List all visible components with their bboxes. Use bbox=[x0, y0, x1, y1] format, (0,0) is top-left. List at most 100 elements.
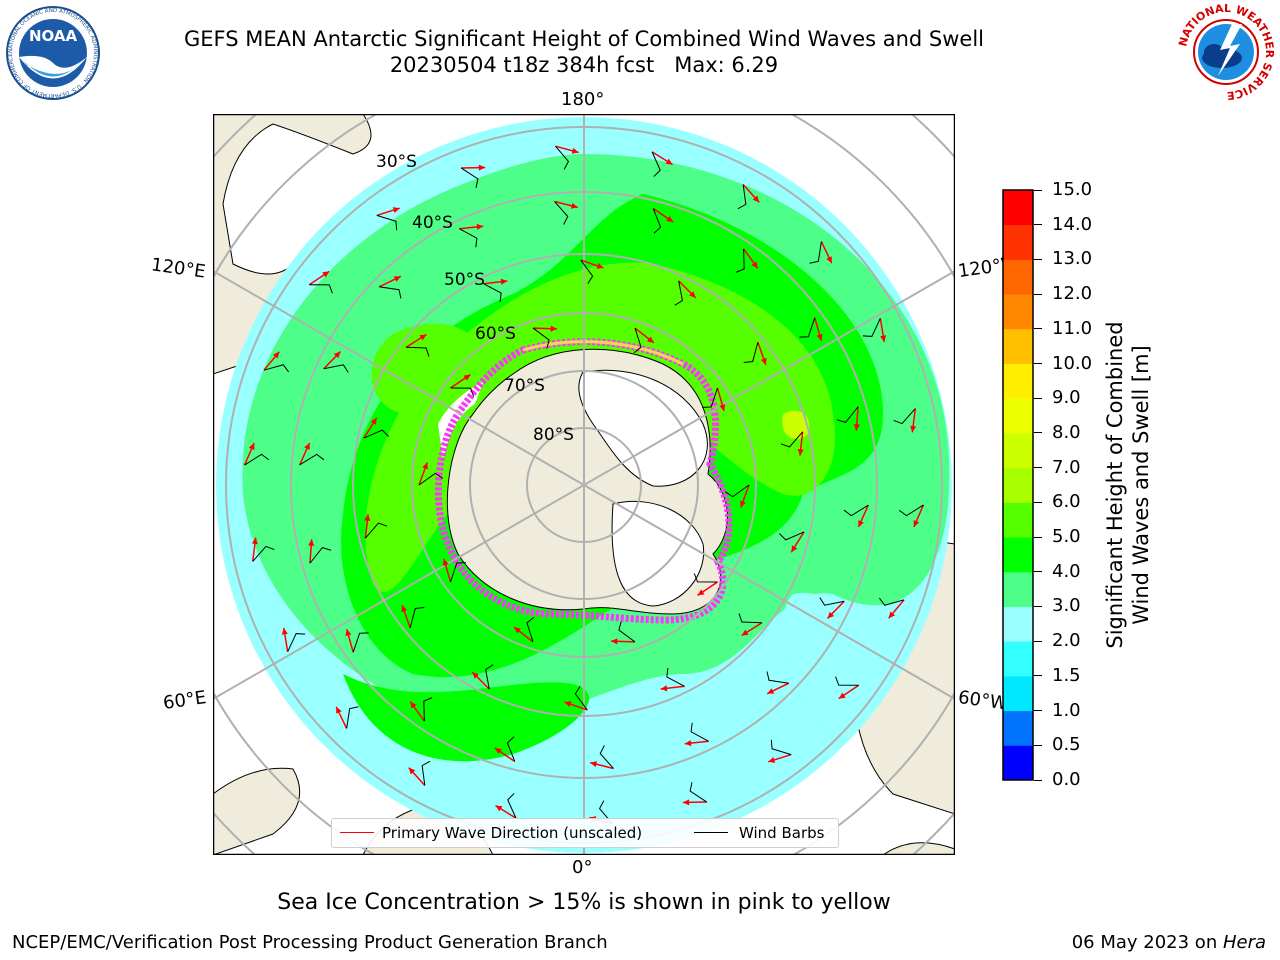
colorbar-tick-mark bbox=[1034, 432, 1042, 434]
wind-barb bbox=[363, 429, 389, 439]
colorbar-tick-label: 2.0 bbox=[1052, 630, 1081, 652]
legend-swatch-wave-direction bbox=[340, 832, 374, 833]
colorbar-tick-mark bbox=[1034, 675, 1042, 677]
wave-arrow-head bbox=[410, 701, 417, 709]
map-legend: Primary Wave Direction (unscaled) Wind B… bbox=[331, 818, 839, 848]
graticule bbox=[213, 114, 955, 855]
wave-arrow-head bbox=[370, 417, 377, 425]
wind-barb bbox=[743, 342, 759, 363]
colorbar-tick-label: 5.0 bbox=[1052, 526, 1081, 548]
colorbar-tick-mark bbox=[1034, 605, 1042, 607]
colorbar-label: Significant Height of Combined Wind Wave… bbox=[1102, 295, 1154, 675]
legend-label-wind-barbs: Wind Barbs bbox=[739, 824, 825, 842]
wave-arrow-head bbox=[697, 589, 705, 596]
noaa-logo-icon: NOAA NATIONAL OCEANIC AND ATMOSPHERIC AD… bbox=[6, 6, 100, 100]
wind-barb bbox=[862, 318, 881, 337]
wind-barb bbox=[819, 597, 845, 606]
colorbar-tick-label: 11.0 bbox=[1052, 317, 1093, 339]
wind-barb bbox=[526, 616, 535, 643]
wave-arrow-head bbox=[571, 147, 579, 154]
antarctica bbox=[438, 348, 728, 615]
wave-arrow-head bbox=[767, 688, 775, 694]
wind-barb bbox=[450, 562, 466, 583]
wind-barb bbox=[423, 697, 433, 722]
lon-label-60e: 60°E bbox=[161, 687, 208, 714]
wave-arrow-head bbox=[514, 627, 521, 634]
wave-arrow-head bbox=[816, 333, 823, 341]
noaa-logo-text: NOAA bbox=[29, 27, 78, 45]
colorbar-segment bbox=[1003, 606, 1033, 642]
wind-barb bbox=[555, 145, 570, 170]
lat-label-40s: 40°S bbox=[412, 213, 453, 233]
lat-label-50s: 50°S bbox=[444, 270, 485, 290]
wind-barb bbox=[309, 284, 333, 294]
wind-barb bbox=[554, 201, 569, 225]
wind-barb bbox=[666, 667, 685, 687]
colorbar-segment bbox=[1003, 467, 1033, 503]
wave-arrow-head bbox=[494, 747, 502, 755]
wave-arrow-head bbox=[463, 374, 471, 381]
colorbar-segment bbox=[1003, 710, 1033, 746]
wind-barb bbox=[893, 408, 916, 425]
wave-arrow-head bbox=[853, 424, 860, 431]
footer-host: Hera bbox=[1222, 932, 1266, 953]
wave-arrow-head bbox=[392, 207, 400, 213]
wave-arrow-head bbox=[751, 261, 758, 269]
wave-arrow-head bbox=[401, 605, 408, 613]
wind-barb bbox=[780, 431, 803, 448]
colorbar-tick-mark bbox=[1034, 571, 1042, 573]
wave-arrow-head bbox=[393, 276, 401, 282]
wave-arrow-head bbox=[472, 672, 479, 679]
wind-barb bbox=[418, 472, 444, 486]
wave-arrow-head bbox=[768, 757, 776, 763]
colorbar-segment bbox=[1003, 224, 1033, 260]
colorbar-segment bbox=[1003, 363, 1033, 399]
wave-arrow-head bbox=[838, 692, 846, 699]
wind-barb bbox=[365, 522, 388, 539]
lat-label-80s: 80°S bbox=[533, 425, 574, 445]
wave-arrow-head bbox=[647, 336, 654, 343]
wave-arrow-head bbox=[308, 539, 315, 546]
colorbar-segment bbox=[1003, 432, 1033, 469]
wave-arrow-head bbox=[336, 706, 342, 714]
plot-title: GEFS MEAN Antarctic Significant Height o… bbox=[183, 27, 985, 51]
colorbar-tick-label: 1.0 bbox=[1052, 699, 1081, 721]
wind-barb bbox=[379, 286, 402, 299]
colorbar-segment bbox=[1003, 328, 1033, 365]
colorbar-segment bbox=[1003, 675, 1033, 712]
colorbar-tick-label: 0.0 bbox=[1052, 769, 1081, 790]
wave-arrow-head bbox=[684, 740, 692, 747]
wave-arrow-head bbox=[251, 537, 258, 545]
wind-barb bbox=[693, 573, 718, 583]
lon-label-0: 0° bbox=[572, 857, 593, 878]
wave-arrow-head bbox=[272, 351, 280, 359]
wave-arrow-head bbox=[550, 325, 557, 332]
wind-barb bbox=[738, 613, 762, 624]
colorbar-tick-mark bbox=[1034, 224, 1042, 226]
wind-barb bbox=[599, 745, 614, 769]
wave-arrow-head bbox=[858, 520, 864, 528]
wind-barbs bbox=[244, 145, 924, 825]
wind-barb bbox=[532, 327, 550, 349]
wind-barb bbox=[574, 686, 588, 711]
colorbar-segment bbox=[1003, 190, 1033, 226]
wind-barb bbox=[406, 346, 430, 357]
colorbar-tick-mark bbox=[1034, 189, 1042, 191]
wave-arrow-head bbox=[888, 611, 896, 619]
footer-date-text: 06 May 2023 on bbox=[1071, 932, 1223, 953]
wind-barb bbox=[506, 736, 516, 762]
wave-arrow-head bbox=[797, 449, 804, 456]
colorbar-tick-mark bbox=[1034, 536, 1042, 538]
wave-arrow-head bbox=[660, 685, 668, 692]
wave-arrow-head bbox=[826, 256, 832, 264]
wave-arrow-head bbox=[741, 629, 749, 636]
wave-arrow-head bbox=[910, 425, 917, 433]
colorbar-segment bbox=[1003, 259, 1033, 295]
wind-barb bbox=[843, 504, 869, 517]
wind-barb bbox=[346, 706, 359, 729]
colorbar-label-line1: Significant Height of Combined bbox=[1103, 321, 1127, 649]
wind-barb bbox=[689, 782, 708, 803]
wind-barb bbox=[766, 671, 789, 684]
lon-label-180: 180° bbox=[561, 89, 605, 110]
wind-barb bbox=[898, 504, 924, 517]
